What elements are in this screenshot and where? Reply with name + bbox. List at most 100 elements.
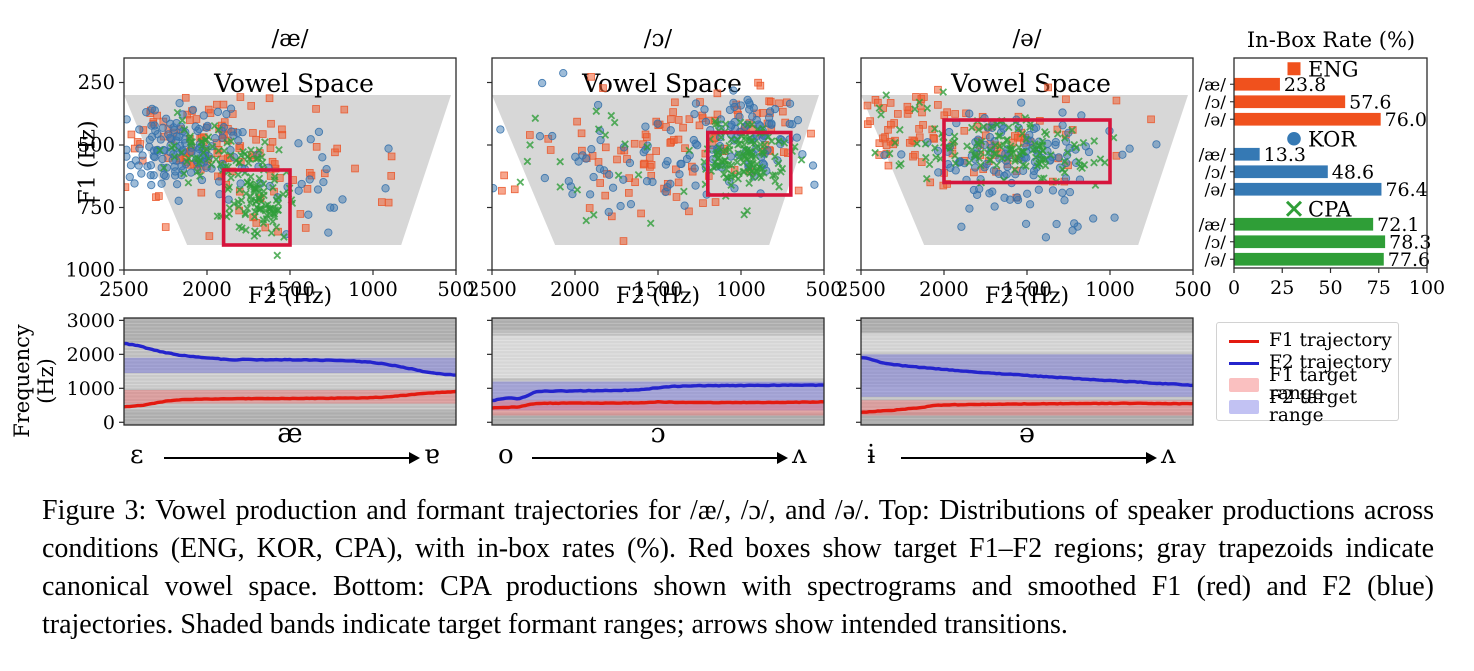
bar-category: /æ/ [1199,145,1227,165]
legend-text-ENG: ENG [1308,57,1358,81]
transition-schwa: ə ɨ ʌ [861,418,1193,472]
bar-value: 77.6 [1388,249,1430,271]
svg-text:1500: 1500 [633,278,683,301]
bar-value: 72.1 [1377,214,1419,236]
legend-row-f1-trajectory: F1 trajectory [1229,330,1398,352]
legend-marker-CPA [1285,200,1303,217]
f2-trajectory-line [491,383,825,403]
bar-category: /ɔ/ [1205,163,1226,183]
legend-marker-ENG [1287,62,1301,76]
svg-text:500: 500 [78,134,115,157]
bar-value: 57.6 [1349,91,1391,113]
spectrogram-background [124,318,456,425]
vowel-space-annotation: Vowel Space [213,69,374,98]
vowel-start-glyph: ɨ [867,440,876,470]
spectrogram-background [492,318,824,425]
svg-text:100: 100 [1409,277,1445,299]
svg-text:250: 250 [78,71,115,94]
bar-ENG-0 [1234,77,1280,91]
svg-text:2000: 2000 [919,278,969,301]
svg-text:500: 500 [805,278,842,301]
legend-label: F1 target range [1269,364,1358,404]
bar-category: /æ/ [1199,75,1227,95]
f2-line-swatch [1229,361,1259,365]
bar-category: /ə/ [1204,110,1226,130]
svg-text:1500: 1500 [265,278,315,301]
svg-text:2500: 2500 [99,278,149,301]
bar-CPA-2 [1234,252,1384,266]
scatter-panel-title-schwa: /ə/ [1012,26,1042,52]
legend-row-f2-trajectory: F2 trajectory [1229,352,1398,374]
f1-line-swatch [1229,339,1259,343]
svg-text:3000: 3000 [67,310,115,332]
f1-trajectory-line [860,401,1194,414]
f2-trajectory-line [860,356,1194,388]
vowel-end-glyph: ɐ [424,440,440,470]
in-box-rate-title: In-Box Rate (%) [1246,28,1416,52]
bar-category: /ə/ [1204,180,1226,200]
spectrogram-schwa [856,317,1194,426]
f1-trajectory-line [491,399,825,410]
legend-row-f1-range: F1 target range [1229,366,1398,403]
bar-KOR-0 [1234,147,1260,161]
target-box [221,168,292,247]
svg-text:1000: 1000 [1085,278,1135,301]
trajectory-legend: F1 trajectory F2 trajectory F1 target ra… [1216,322,1399,425]
transition-arrow [532,451,788,466]
vowel-mid-glyph: æ [277,418,303,449]
legend-text-KOR: KOR [1308,127,1357,151]
f2-axis-label-1: F2 (Hz) [247,284,333,309]
f2-axis-label-2: F2 (Hz) [615,284,701,309]
svg-text:1000: 1000 [65,259,115,282]
svg-text:2500: 2500 [836,278,886,301]
f2-trajectory-line [123,341,457,377]
scatter-plot-schwa: Vowel Space 2500 2000 1500 1000 500 [836,57,1212,301]
bar-value: 13.3 [1264,144,1306,166]
svg-text:1000: 1000 [348,278,398,301]
bar-category: /ɔ/ [1205,233,1226,253]
transition-arrow [901,451,1157,466]
in-box-rate-chart: ENG23.8/æ/57.6/ɔ/76.0/ə/KOR13.3/æ/48.6/ɔ… [1199,57,1446,299]
svg-text:2000: 2000 [67,344,115,366]
bar-value: 23.8 [1284,74,1326,96]
bar-category: /ə/ [1204,250,1226,270]
svg-text:2000: 2000 [550,278,600,301]
bar-category: /æ/ [1199,215,1227,235]
bar-value: 48.6 [1332,161,1374,183]
svg-text:25: 25 [1270,277,1294,299]
bar-CPA-0 [1234,217,1374,231]
transition-open-o: ɔ o ʌ [492,418,824,472]
svg-text:1000: 1000 [716,278,766,301]
scatter-panel-title-open-o: /ɔ/ [643,26,673,52]
figure-caption: Figure 3: Vowel production and formant t… [42,495,1434,640]
plot-frame [860,317,1194,426]
svg-text:1500: 1500 [1002,278,1052,301]
transition-arrow [164,451,420,466]
target-box [705,130,793,197]
vowel-space-annotation: Vowel Space [950,69,1111,98]
vowel-mid-glyph: ɔ [650,418,666,449]
frequency-axis-label: Frequency (Hz) [10,324,58,438]
svg-text:500: 500 [437,278,474,301]
svg-text:2500: 2500 [467,278,517,301]
f2-range-swatch [1229,400,1259,414]
bar-KOR-2 [1234,182,1382,196]
svg-text:0: 0 [1228,277,1240,299]
scatter-panel-title-ae: /æ/ [271,26,309,52]
f1-range-swatch [1229,378,1259,392]
scatter-plot-ae: Vowel Space 2500 2000 1500 1000 500 250 500 750 1… [65,57,475,301]
svg-text:50: 50 [1318,277,1342,299]
f2-axis-label-3: F2 (Hz) [984,284,1070,309]
bar-value: 78.3 [1389,231,1431,253]
vowel-mid-glyph: ə [1019,418,1035,449]
bar-ENG-1 [1234,95,1346,109]
bar-category: /ɔ/ [1205,93,1226,113]
plot-frame [123,317,457,426]
scatter-points [863,83,1161,242]
legend-label: F2 target range [1269,386,1358,426]
scatter-points [124,93,396,260]
bar-ENG-2 [1234,112,1381,126]
svg-text:500: 500 [1174,278,1211,301]
